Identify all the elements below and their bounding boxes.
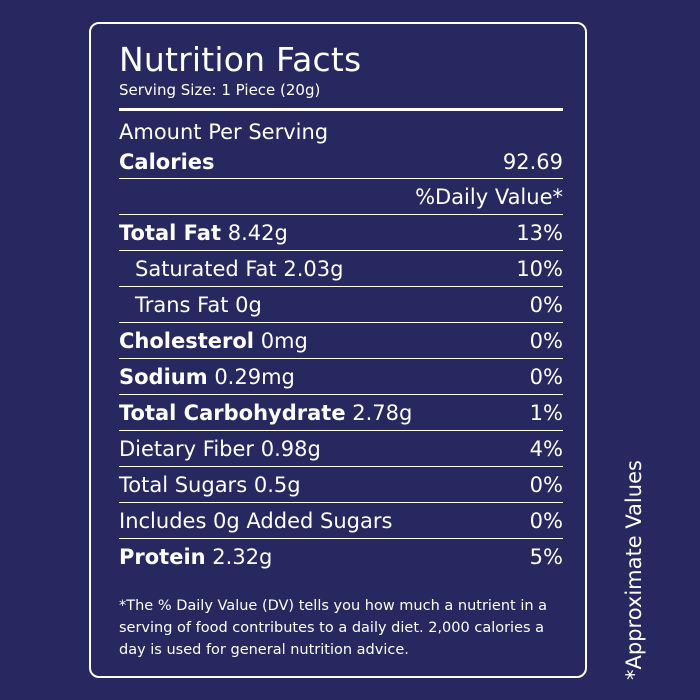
nutrient-label: Dietary Fiber 0.98g — [119, 437, 321, 461]
nutrient-amount: 0.98g — [260, 436, 321, 461]
nutrient-row: Saturated Fat 2.03g 10% — [119, 251, 563, 287]
nutrient-name: Protein — [119, 545, 206, 569]
nutrient-name: Saturated Fat — [135, 256, 277, 281]
nutrient-label: Total Sugars 0.5g — [119, 473, 301, 497]
divider — [119, 108, 563, 111]
nutrient-daily-value: 4% — [529, 436, 563, 461]
nutrient-amount: 2.32g — [212, 545, 273, 569]
nutrient-name: Trans Fat — [135, 292, 229, 317]
nutrient-name: Dietary Fiber — [119, 436, 255, 461]
nutrient-row: Dietary Fiber 0.98g 4% — [119, 431, 563, 467]
nutrient-row: Includes 0g Added Sugars 0% — [119, 503, 563, 539]
nutrient-amount: 2.78g — [352, 400, 413, 425]
nutrient-amount: 2.03g — [283, 256, 344, 281]
nutrient-label: Trans Fat 0g — [119, 293, 262, 317]
nutrient-label: Total Carbohydrate 2.78g — [119, 401, 412, 425]
nutrient-amount: 0mg — [260, 328, 308, 353]
daily-value-footnote: *The % Daily Value (DV) tells you how mu… — [119, 598, 548, 658]
nutrient-amount: 0g — [235, 292, 262, 317]
nutrient-amount: 0.29mg — [214, 364, 295, 389]
nutrition-facts-panel: Nutrition Facts Serving Size: 1 Piece (2… — [89, 22, 587, 678]
nutrient-label: Sodium 0.29mg — [119, 365, 295, 389]
nutrient-daily-value: 5% — [529, 545, 563, 569]
nutrient-name: Total Carbohydrate — [119, 400, 346, 425]
nutrient-name: Includes 0g Added Sugars — [119, 508, 393, 533]
nutrient-label: Saturated Fat 2.03g — [119, 257, 343, 281]
nutrient-list: Total Fat 8.42g 13% Saturated Fat 2.03g 10%… — [119, 215, 563, 575]
nutrient-daily-value: 0% — [529, 292, 563, 317]
calories-value: 92.69 — [502, 149, 563, 174]
nutrient-label: Cholesterol 0mg — [119, 329, 308, 353]
nutrient-name: Sodium — [119, 364, 208, 389]
nutrient-daily-value: 13% — [516, 220, 563, 245]
nutrient-row: Trans Fat 0g 0% — [119, 287, 563, 323]
amount-per-serving: Amount Per Serving — [119, 120, 329, 144]
nutrient-amount: 0.5g — [253, 472, 301, 497]
nutrient-row: Sodium 0.29mg 0% — [119, 359, 563, 395]
nutrient-label: Includes 0g Added Sugars — [119, 509, 392, 533]
nutrient-row: Total Sugars 0.5g 0% — [119, 467, 563, 503]
nutrient-row: Total Carbohydrate 2.78g 1% — [119, 395, 563, 431]
nutrient-name: Total Fat — [119, 220, 222, 245]
calories-row: Calories 92.69 — [119, 145, 563, 179]
nutrient-daily-value: 10% — [516, 256, 563, 281]
nutrition-facts-title: Nutrition Facts — [119, 40, 362, 79]
nutrient-daily-value: 0% — [529, 508, 563, 533]
nutrient-name: Total Sugars — [119, 472, 248, 497]
nutrient-row: Total Fat 8.42g 13% — [119, 215, 563, 251]
nutrient-daily-value: 0% — [529, 328, 563, 353]
nutrient-label: Protein 2.32g — [119, 545, 272, 569]
calories-label: Calories — [119, 149, 215, 174]
nutrient-name: Cholesterol — [119, 328, 254, 353]
nutrient-daily-value: 0% — [529, 364, 563, 389]
daily-value-header-row: %Daily Value* — [119, 179, 563, 215]
daily-value-header: %Daily Value* — [415, 184, 563, 209]
nutrient-daily-value: 1% — [529, 400, 563, 425]
serving-size: Serving Size: 1 Piece (20g) — [119, 81, 321, 99]
nutrient-row: Protein 2.32g 5% — [119, 539, 563, 575]
nutrient-daily-value: 0% — [529, 472, 563, 497]
nutrient-amount: 8.42g — [227, 220, 288, 245]
nutrient-label: Total Fat 8.42g — [119, 221, 288, 245]
nutrient-row: Cholesterol 0mg 0% — [119, 323, 563, 359]
approximate-values-note: *Approximate Values — [622, 460, 646, 680]
